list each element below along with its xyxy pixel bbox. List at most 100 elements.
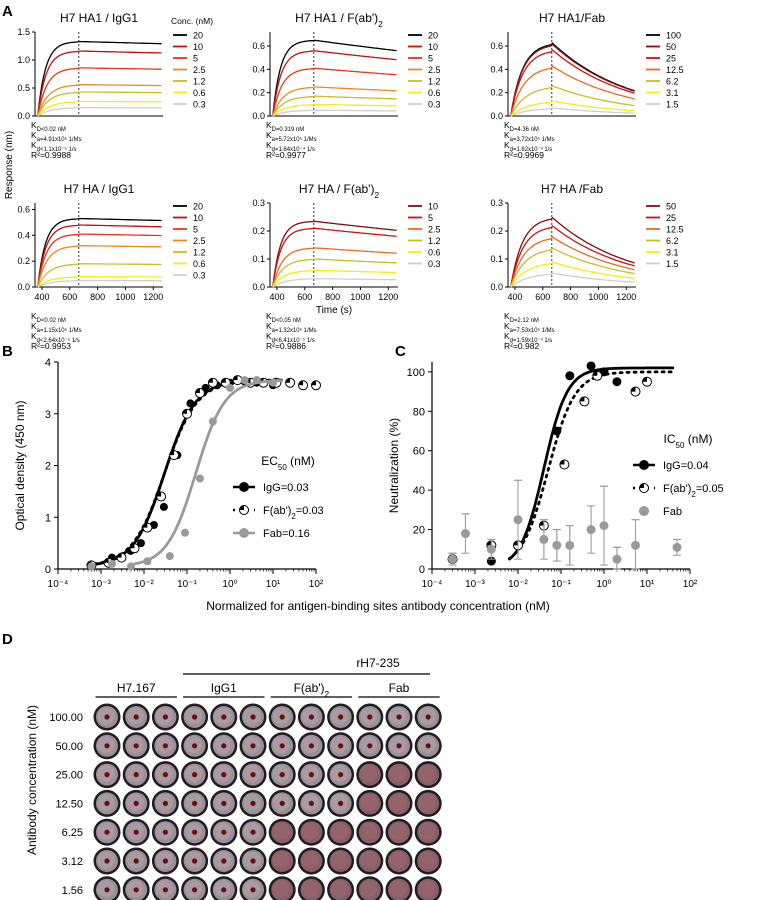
y-tick-label: 0.0: [17, 282, 30, 292]
x-tick-label: 1000: [588, 292, 608, 302]
well-sheen: [360, 851, 378, 869]
fab2-point-half: [156, 492, 162, 497]
legend-label: 1.2: [428, 236, 441, 246]
kinetics-subplot: H7 HA /Fab 0.0 0.1 0.2 0.3 400 600 800 1000 1200 5…: [490, 182, 683, 351]
y-tick-label: 0.0: [252, 111, 265, 121]
well-sheen: [418, 822, 436, 840]
rbc-button: [221, 800, 227, 807]
subplot-title: H7 HA1 / F(ab')2: [295, 11, 383, 29]
y-tick-label: 0.4: [17, 230, 30, 240]
legend-label: 10: [428, 42, 438, 52]
group-label: F(ab')2: [294, 681, 330, 699]
kinetics-subplot: H7 HA1 / F(ab')20.00.20.40.6201052.51.20…: [252, 11, 440, 160]
panel-a-ylabel: Response (nm): [4, 131, 15, 199]
stat-kd: KD<0.05 nM: [266, 311, 301, 324]
igg-point: [565, 371, 575, 381]
sensorgram-1.2: [37, 263, 162, 288]
fab-point: [107, 559, 116, 568]
x-tick-label: 600: [535, 292, 550, 302]
fab-point: [181, 528, 190, 537]
sensorgram-12.5: [510, 65, 635, 117]
rbc-button: [133, 772, 139, 778]
stat-kd-off: Kd<1.1x10⁻⁵ 1/s: [31, 140, 76, 153]
group-label: Fab: [389, 681, 410, 695]
y-tick-label: 0.0: [490, 111, 503, 121]
fab2-point-half: [195, 388, 200, 394]
rbc-button: [162, 887, 168, 893]
legend-label: 20: [193, 31, 203, 41]
fab2-point-half: [298, 380, 304, 386]
legend-label: 2.5: [428, 225, 441, 235]
legend-label: 0.3: [193, 100, 206, 110]
x-tick-label: 400: [507, 292, 522, 302]
stat-kd-off: Kd=1.62x10⁻³ 1/s: [504, 140, 552, 153]
fab2-point-half: [630, 387, 636, 392]
stat-r2: R²=0.9886: [266, 341, 306, 351]
fab-point: [143, 557, 152, 566]
sensorgram-5: [37, 233, 162, 288]
rbc-button: [104, 887, 110, 893]
legend-header: EC50 (nM): [261, 454, 315, 472]
legend-label: 5: [428, 54, 433, 64]
well-sheen: [331, 851, 349, 869]
sensorgram-0.6: [272, 269, 397, 288]
y-tick-label: 0.0: [490, 282, 503, 292]
well-sheen: [418, 765, 436, 783]
legend-label: 12.5: [666, 65, 684, 75]
sensorgram-0.6: [272, 103, 397, 117]
well-sheen: [389, 793, 407, 811]
y-tick-label: 0.3: [490, 198, 503, 208]
x-tick-label: 10⁻³: [465, 579, 485, 590]
stat-ka: Ka=1.32x10⁶ 1/Ms: [266, 321, 317, 334]
fab2-point-half: [579, 396, 585, 402]
x-tick-label: 10¹: [640, 579, 655, 590]
sensorgram-5: [272, 227, 397, 288]
well-sheen: [389, 822, 407, 840]
x-tick-label: 10⁻¹: [177, 579, 197, 590]
y-tick-label: 0.3: [252, 198, 265, 208]
y-tick-label: 0.6: [490, 41, 503, 51]
x-tick-label: 10⁻⁴: [48, 579, 69, 590]
fab2-point-half: [592, 371, 598, 376]
sensorgram-0.3: [272, 109, 397, 117]
legend-label: 25: [666, 54, 676, 64]
well-sheen: [331, 822, 349, 840]
stat-r2: R²=0.9988: [31, 150, 71, 160]
well-sheen: [360, 822, 378, 840]
well-sheen: [418, 793, 436, 811]
group-label: IgG1: [211, 681, 237, 695]
y-tick-label: 1.5: [17, 27, 30, 37]
rbc-button: [221, 772, 227, 778]
x-tick-label: 10⁻⁴: [422, 579, 443, 590]
rbc-button: [338, 772, 344, 778]
y-tick-label: 0.2: [17, 256, 30, 266]
legend-marker: [239, 482, 249, 492]
fab2-point-half: [642, 377, 647, 382]
row-label: 3.12: [62, 856, 83, 868]
rbc-button: [192, 800, 198, 807]
legend-label: 3.1: [666, 88, 679, 98]
well-sheen: [389, 880, 407, 898]
rbc-button: [104, 743, 110, 749]
stat-kd-off: Kd=1.59x10⁻³ 1/s: [504, 331, 552, 344]
fab-fit-curve: [134, 379, 283, 566]
legend-label: 10: [193, 213, 203, 223]
y-tick-label: 1: [45, 512, 51, 524]
rbc-button: [250, 887, 256, 893]
fab2-point-half: [311, 380, 316, 386]
rbc-button: [396, 714, 402, 720]
sensorgram-2.5: [272, 86, 397, 117]
rbc-button: [308, 743, 314, 749]
x-tick-label: 600: [297, 292, 312, 302]
y-tick-label: 0.4: [490, 64, 503, 74]
well-sheen: [360, 880, 378, 898]
legend-label: 20: [428, 31, 438, 41]
rbc-button: [396, 743, 402, 749]
x-tick-label: 600: [62, 292, 77, 302]
rbc-button: [133, 743, 139, 749]
sensorgram-50: [510, 216, 635, 288]
fab2-fit-curve: [508, 370, 675, 561]
rbc-button: [192, 772, 198, 778]
